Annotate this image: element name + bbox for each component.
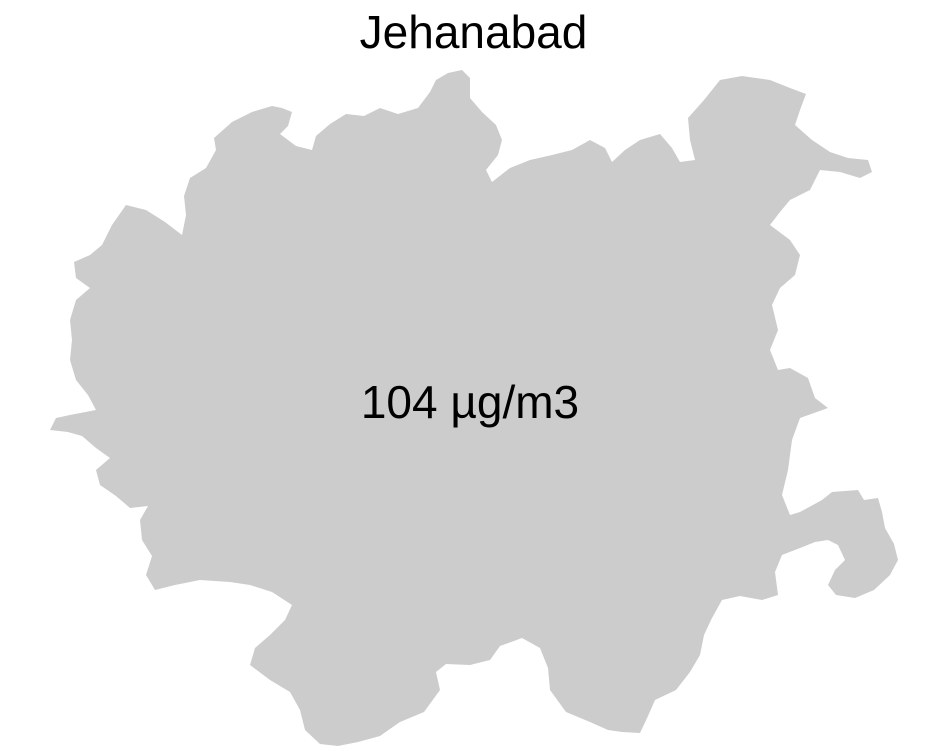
pm25-value-label: 104 µg/m3 (360, 376, 580, 428)
map-title: Jehanabad (359, 6, 588, 58)
district-boundary-jehanabad (50, 70, 898, 746)
